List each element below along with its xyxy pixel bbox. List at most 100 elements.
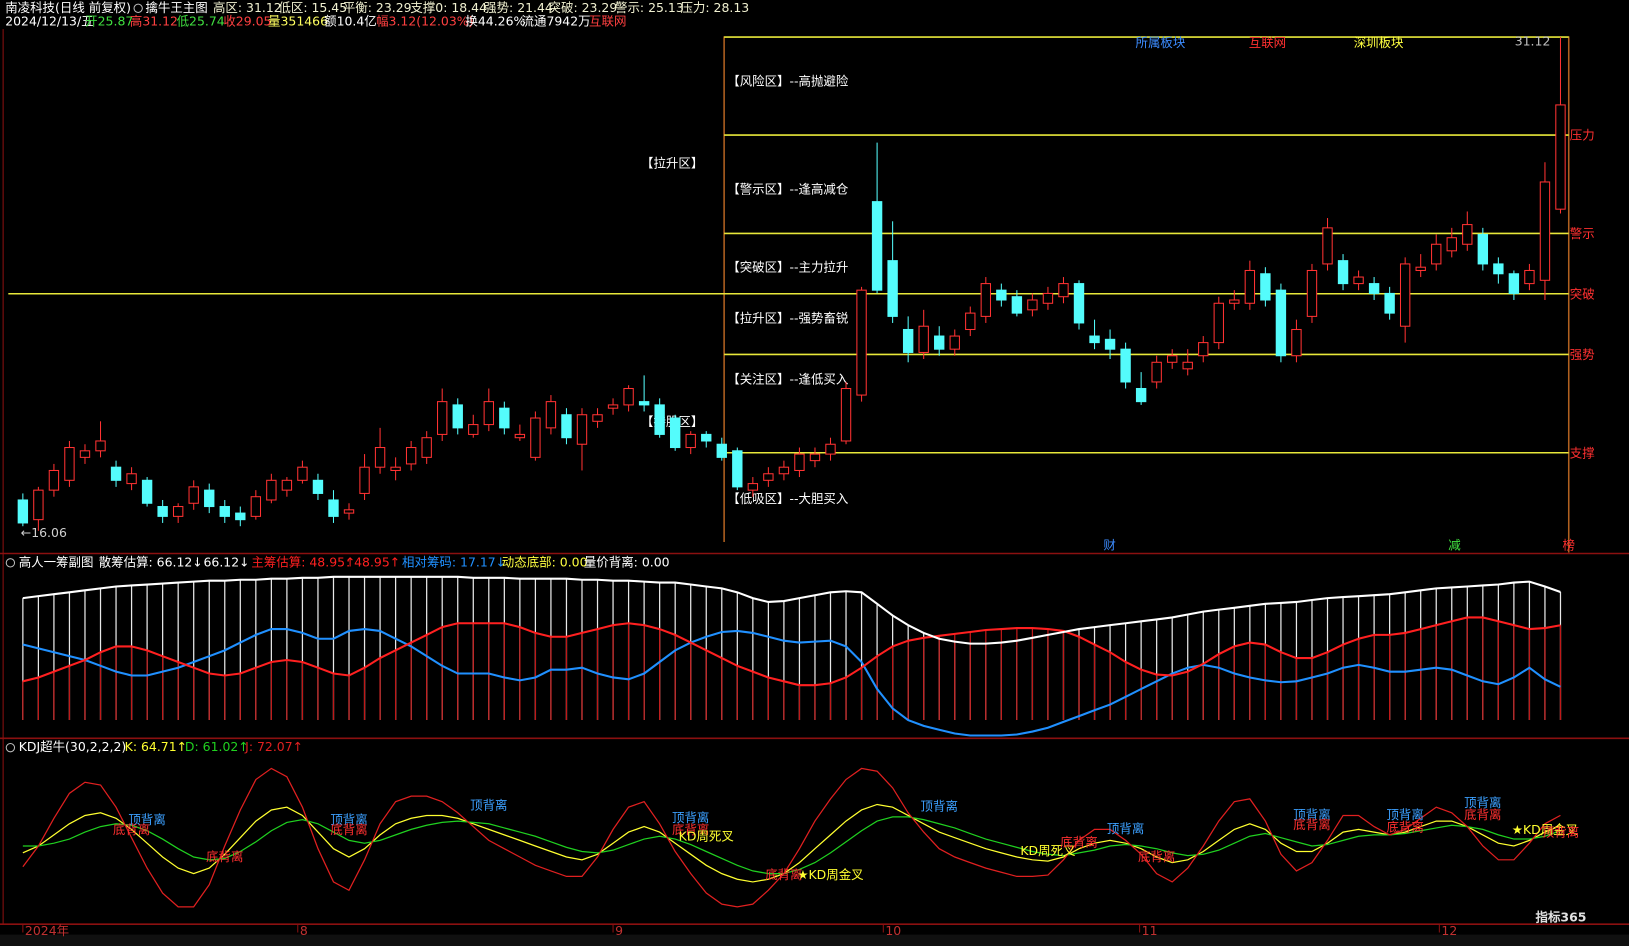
level-text: 平衡: 23.29 bbox=[343, 0, 412, 15]
candle-body bbox=[561, 414, 572, 439]
signal-label: 底背离 bbox=[1464, 807, 1501, 822]
candle-body bbox=[79, 450, 91, 458]
signal-label: 顶背离 bbox=[1107, 821, 1144, 836]
candle-body bbox=[126, 473, 137, 485]
candle-body bbox=[763, 473, 774, 481]
series-line bbox=[22, 816, 1561, 875]
candle-body bbox=[778, 466, 790, 475]
sector-tag: 互联网 bbox=[1249, 35, 1286, 50]
level-label: 压力 bbox=[1570, 128, 1595, 143]
legend-entry: K: 64.71↑ bbox=[125, 739, 187, 754]
signal-label: KD周死叉 bbox=[679, 828, 734, 843]
indicator-value: 动态底部: 0.00 bbox=[502, 554, 588, 569]
candle-body bbox=[607, 404, 619, 409]
candle-body bbox=[359, 466, 370, 494]
candle-body bbox=[716, 443, 727, 458]
x-tick-label: 10 bbox=[885, 923, 901, 938]
signal-label: 顶背离 bbox=[1293, 807, 1330, 822]
candle-body bbox=[732, 450, 743, 488]
candle-body bbox=[1104, 338, 1116, 350]
candle-body bbox=[235, 512, 246, 521]
panel-title: KDJ超牛(30,2,2,2) bbox=[19, 739, 127, 754]
quote-text: 换44.26% bbox=[465, 13, 525, 28]
candle-body bbox=[1353, 276, 1364, 285]
candle-body bbox=[934, 335, 945, 350]
level-value: 31.12 bbox=[1515, 34, 1551, 49]
candle-body bbox=[1244, 269, 1256, 304]
candle-body bbox=[374, 447, 386, 468]
candle-body bbox=[1213, 302, 1224, 344]
legend-entry: 主筹估算: 48.95↑ bbox=[251, 554, 355, 569]
candle-body bbox=[1337, 260, 1349, 285]
candle-body bbox=[1073, 283, 1085, 324]
signal-label: ★KD周金叉 bbox=[1512, 822, 1578, 837]
candle-body bbox=[530, 417, 541, 458]
quote-text: 收29.05 bbox=[223, 13, 271, 28]
candle-body bbox=[405, 447, 417, 465]
candle-body bbox=[1275, 289, 1287, 357]
level-text: 警示: 25.13 bbox=[615, 0, 684, 15]
legend-entry: J: 72.07↑ bbox=[244, 739, 303, 754]
level-text: 强势: 21.44 bbox=[484, 0, 553, 15]
signal-label: KD周死叉 bbox=[1020, 843, 1075, 858]
candle-body bbox=[514, 433, 526, 439]
zone-label: 【低吸区】--大胆买入 bbox=[727, 491, 848, 506]
quote-text: 低25.74 bbox=[177, 13, 225, 28]
quote-text: 幅3.12(12.03%) bbox=[376, 13, 473, 28]
candle-body bbox=[421, 437, 432, 458]
candle-body bbox=[33, 489, 44, 521]
candle-body bbox=[1291, 328, 1302, 357]
x-tick-label: 9 bbox=[615, 923, 623, 938]
candle-body bbox=[483, 401, 494, 426]
event-marker: 榜 bbox=[1563, 538, 1575, 553]
setting-icon[interactable] bbox=[5, 558, 16, 568]
candle-body bbox=[1322, 227, 1333, 265]
candle-body bbox=[996, 289, 1007, 301]
level-text: 突破: 23.29 bbox=[549, 0, 618, 15]
zone-label: 【关注区】--逢低买入 bbox=[727, 372, 848, 387]
candle-body bbox=[17, 499, 29, 524]
level-text: 支撑0: 18.44 bbox=[410, 0, 487, 15]
candle-body bbox=[685, 433, 696, 449]
candle-body bbox=[825, 443, 836, 455]
x-tick-label: 11 bbox=[1142, 923, 1158, 938]
setting-icon[interactable] bbox=[133, 3, 143, 13]
series-line bbox=[22, 628, 1561, 737]
low-label: ←16.06 bbox=[21, 525, 67, 540]
candle-body bbox=[980, 283, 992, 317]
signal-label: 底背离 bbox=[206, 849, 243, 864]
candle-body bbox=[1399, 263, 1411, 327]
setting-icon[interactable] bbox=[5, 742, 16, 753]
series-line bbox=[22, 575, 1561, 645]
candle-body bbox=[576, 414, 588, 445]
sector-tag: 深圳板块 bbox=[1354, 35, 1404, 50]
candle-body bbox=[343, 509, 355, 514]
legend-entry: D: 61.02↑ bbox=[185, 739, 249, 754]
candle-body bbox=[499, 407, 510, 429]
series-line bbox=[22, 803, 1561, 883]
logo: 指标365 bbox=[1535, 909, 1586, 924]
candle-body bbox=[312, 479, 324, 494]
series-line bbox=[22, 767, 1561, 908]
stock-title: 南凌科技(日线 前复权) bbox=[5, 0, 131, 15]
candle-body bbox=[250, 496, 262, 517]
signal-label: ★KD周金叉 bbox=[797, 867, 863, 882]
zone-label: 【拉升区】 bbox=[641, 156, 703, 171]
candle-body bbox=[1462, 224, 1473, 245]
candle-body bbox=[281, 479, 293, 491]
candle-body bbox=[1042, 292, 1054, 304]
candle-body bbox=[172, 506, 184, 517]
quote-text: 开25.87 bbox=[85, 13, 133, 28]
series-line bbox=[22, 616, 1561, 687]
indicator-name: 擒牛王主图 bbox=[145, 0, 207, 15]
signal-label: 底背离 bbox=[330, 822, 367, 837]
candle-body bbox=[871, 201, 883, 291]
signal-label: 底背离 bbox=[765, 867, 802, 882]
signal-label: 顶背离 bbox=[330, 812, 367, 827]
candle-body bbox=[918, 325, 929, 353]
candle-body bbox=[188, 486, 199, 504]
level-text: 压力: 28.13 bbox=[680, 0, 749, 15]
level-label: 强势 bbox=[1570, 347, 1595, 362]
legend-entry: 相对筹码: 17.17↓ bbox=[402, 554, 506, 569]
